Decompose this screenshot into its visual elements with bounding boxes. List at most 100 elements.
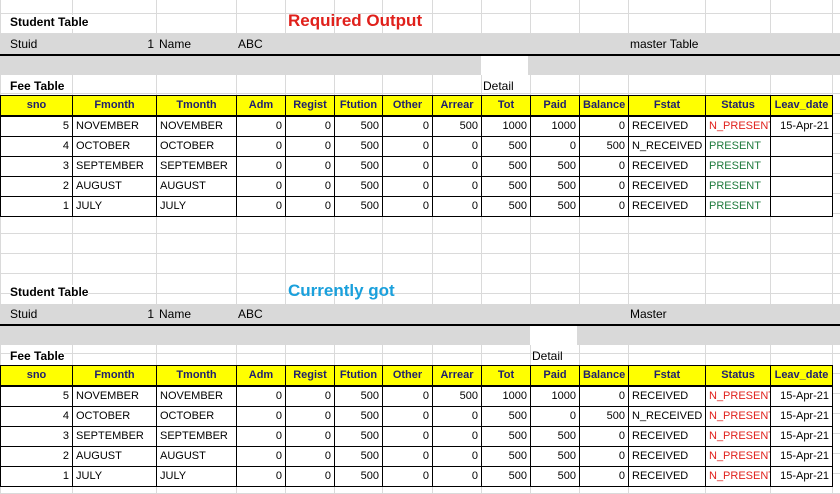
cell: 0: [579, 386, 629, 407]
cell: 0: [285, 176, 335, 197]
cell: N_RECEIVED: [628, 406, 706, 427]
column-header: Adm: [236, 365, 286, 386]
cell: N_PRESENT: [705, 386, 771, 407]
column-header: Other: [382, 95, 433, 116]
cell: 0: [236, 116, 286, 137]
cell: 0: [432, 466, 482, 487]
cell: 0: [285, 386, 335, 407]
cell: RECEIVED: [628, 116, 706, 137]
cell: 500: [481, 176, 531, 197]
cell: 0: [579, 446, 629, 467]
grid-line: [0, 353, 840, 354]
cell: 2: [0, 446, 73, 467]
column-header: Paid: [530, 95, 580, 116]
column-header: Tot: [481, 365, 531, 386]
cell: RECEIVED: [628, 156, 706, 177]
name-value: ABC: [238, 37, 263, 51]
cell: N_PRESENT: [705, 426, 771, 447]
cell: 0: [285, 116, 335, 137]
cell: 500: [334, 426, 383, 447]
cell: 500: [481, 136, 531, 157]
cell: 500: [481, 446, 531, 467]
cell: 500: [530, 176, 580, 197]
detail-label: Detail: [483, 79, 514, 93]
stuid-band: [0, 304, 840, 324]
column-header: Balance: [579, 95, 629, 116]
cell: OCTOBER: [156, 136, 237, 157]
cell: PRESENT: [705, 136, 771, 157]
cell: 15-Apr-21: [770, 386, 833, 407]
cell: 500: [530, 426, 580, 447]
grid-line: [770, 0, 771, 494]
cell: 0: [432, 136, 482, 157]
cell: SEPTEMBER: [156, 156, 237, 177]
cell: AUGUST: [156, 446, 237, 467]
column-header: Tot: [481, 95, 531, 116]
cell: 0: [285, 466, 335, 487]
grid-line: [705, 0, 706, 494]
grid-line: [334, 0, 335, 494]
cell: 0: [285, 406, 335, 427]
cell: 0: [382, 116, 433, 137]
cell: 5: [0, 386, 73, 407]
cell: 0: [285, 446, 335, 467]
cell: 0: [432, 176, 482, 197]
cell: 4: [0, 406, 73, 427]
gray-band: [0, 326, 840, 345]
cell: 500: [481, 156, 531, 177]
grid-line: [0, 93, 840, 94]
cell: 4: [0, 136, 73, 157]
cell: 0: [236, 156, 286, 177]
cell: 500: [334, 446, 383, 467]
divider: [0, 324, 840, 326]
column-header: Balance: [579, 365, 629, 386]
column-header: Tmonth: [156, 95, 237, 116]
cell: OCTOBER: [156, 406, 237, 427]
cell: 0: [432, 156, 482, 177]
cell: [770, 196, 833, 217]
cell: N_PRESENT: [705, 466, 771, 487]
cell: 500: [481, 406, 531, 427]
cell: 500: [432, 386, 482, 407]
cell: 500: [530, 466, 580, 487]
column-header: Status: [705, 95, 771, 116]
grid-line: [0, 253, 840, 254]
detail-label: Detail: [532, 349, 563, 363]
grid-line: [0, 273, 840, 274]
cell: 500: [432, 116, 482, 137]
cell: 0: [579, 426, 629, 447]
cell: 3: [0, 156, 73, 177]
cell: 0: [382, 136, 433, 157]
cell: 0: [285, 136, 335, 157]
cell: 0: [382, 466, 433, 487]
cell: 0: [579, 466, 629, 487]
stuid-label: Stuid: [10, 37, 38, 51]
cell: PRESENT: [705, 156, 771, 177]
grid-line: [0, 233, 840, 234]
cell: 0: [236, 466, 286, 487]
cell: 500: [579, 136, 629, 157]
name-label: Name: [159, 37, 192, 51]
cell: 0: [236, 406, 286, 427]
cell: AUGUST: [72, 176, 157, 197]
cell: JULY: [156, 466, 237, 487]
cell: 500: [334, 176, 383, 197]
grid-line: [832, 0, 833, 494]
gray-gap: [530, 326, 577, 345]
cell: 1000: [530, 386, 580, 407]
grid-line: [156, 0, 157, 494]
cell: 0: [236, 386, 286, 407]
cell: JULY: [72, 196, 157, 217]
master-label: master Table: [630, 37, 699, 51]
cell: 500: [481, 466, 531, 487]
column-header: Fstat: [628, 95, 706, 116]
column-header: Fmonth: [72, 95, 157, 116]
section-title: Required Output: [288, 11, 423, 30]
grid-line: [432, 0, 433, 494]
grid-line: [382, 0, 383, 494]
cell: 500: [579, 406, 629, 427]
cell: RECEIVED: [628, 386, 706, 407]
cell: 15-Apr-21: [770, 116, 833, 137]
cell: 0: [579, 196, 629, 217]
cell: 0: [432, 446, 482, 467]
